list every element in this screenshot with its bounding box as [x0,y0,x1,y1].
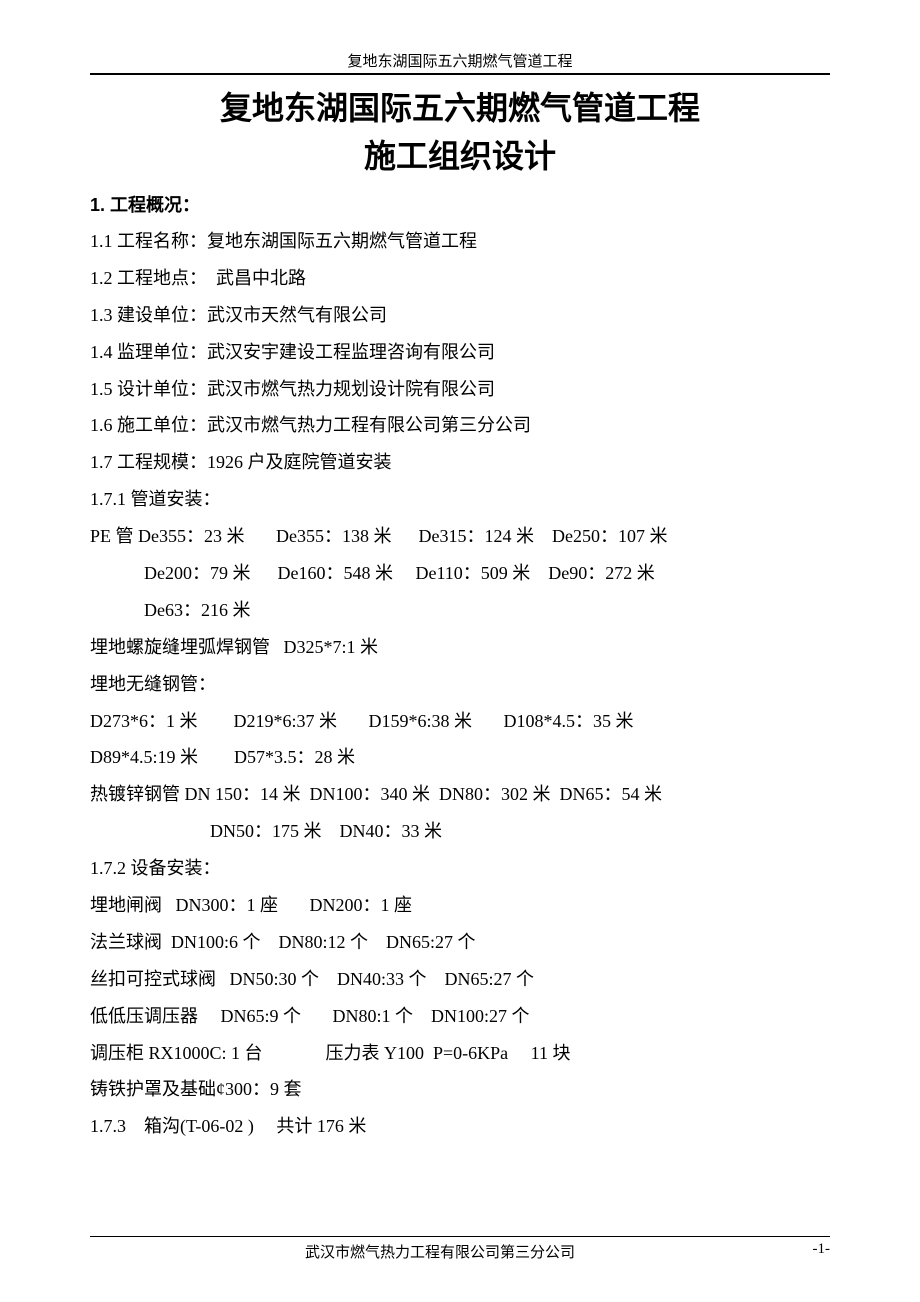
equipment-row: 法兰球阀 DN100:6 个 DN80:12 个 DN65:27 个 [90,924,830,961]
page-footer: 武汉市燃气热力工程有限公司第三分公司 -1- [90,1236,830,1262]
section-1-heading: 1. 工程概况： [90,191,830,217]
seamless-row: D273*6：1 米 D219*6:37 米 D159*6:38 米 D108*… [90,703,830,740]
galvanized-row: DN50：175 米 DN40：33 米 [90,813,830,850]
document-title-line1: 复地东湖国际五六期燃气管道工程 [90,83,830,129]
footer-page-number: -1- [790,1241,830,1262]
overview-item: 1.7 工程规模：1926 户及庭院管道安装 [90,444,830,481]
subsection-171-heading: 1.7.1 管道安装： [90,481,830,518]
equipment-row: 低低压调压器 DN65:9 个 DN80:1 个 DN100:27 个 [90,998,830,1035]
document-page: 复地东湖国际五六期燃气管道工程 复地东湖国际五六期燃气管道工程 施工组织设计 1… [0,0,920,1302]
pe-pipe-row: De63：216 米 [90,592,830,629]
seamless-heading: 埋地无缝钢管： [90,666,830,703]
pe-pipe-row: De200：79 米 De160：548 米 De110：509 米 De90：… [90,555,830,592]
subsection-173: 1.7.3 箱沟(T-06-02 ) 共计 176 米 [90,1108,830,1145]
equipment-row: 调压柜 RX1000C: 1 台 压力表 Y100 P=0-6KPa 11 块 [90,1035,830,1072]
overview-item: 1.1 工程名称：复地东湖国际五六期燃气管道工程 [90,223,830,260]
overview-item: 1.2 工程地点： 武昌中北路 [90,260,830,297]
subsection-172-heading: 1.7.2 设备安装： [90,850,830,887]
running-header: 复地东湖国际五六期燃气管道工程 [90,50,830,75]
galvanized-row: 热镀锌钢管 DN 150：14 米 DN100：340 米 DN80：302 米… [90,776,830,813]
overview-item: 1.6 施工单位：武汉市燃气热力工程有限公司第三分公司 [90,407,830,444]
overview-item: 1.3 建设单位：武汉市天然气有限公司 [90,297,830,334]
spiral-pipe-row: 埋地螺旋缝埋弧焊钢管 D325*7:1 米 [90,629,830,666]
overview-item: 1.5 设计单位：武汉市燃气热力规划设计院有限公司 [90,371,830,408]
overview-item: 1.4 监理单位：武汉安宇建设工程监理咨询有限公司 [90,334,830,371]
seamless-row: D89*4.5:19 米 D57*3.5：28 米 [90,739,830,776]
equipment-row: 铸铁护罩及基础¢300：9 套 [90,1071,830,1108]
document-title-line2: 施工组织设计 [90,131,830,177]
footer-company: 武汉市燃气热力工程有限公司第三分公司 [90,1241,790,1262]
pe-pipe-row: PE 管 De355：23 米 De355：138 米 De315：124 米 … [90,518,830,555]
equipment-row: 埋地闸阀 DN300：1 座 DN200：1 座 [90,887,830,924]
equipment-row: 丝扣可控式球阀 DN50:30 个 DN40:33 个 DN65:27 个 [90,961,830,998]
